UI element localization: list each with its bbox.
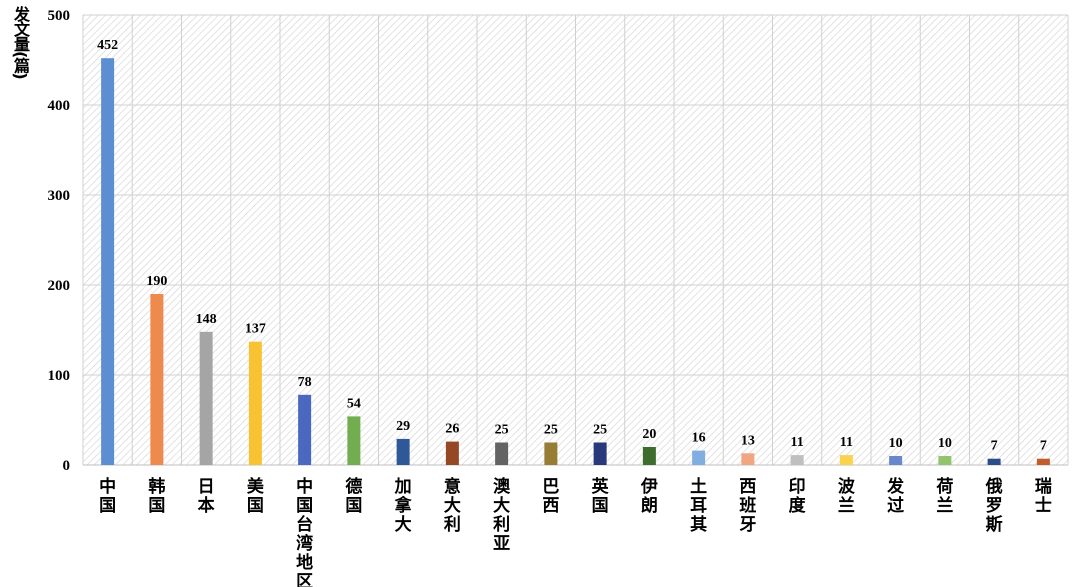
data-label: 13 [741, 433, 755, 448]
bar [692, 450, 706, 465]
x-tick-label: 俄罗斯 [985, 476, 1003, 535]
data-label: 452 [97, 38, 118, 53]
x-tick-label: 英国 [592, 476, 610, 516]
bar [495, 442, 509, 465]
bar [298, 394, 312, 465]
x-tick-label: 瑞士 [1035, 477, 1052, 516]
bar [839, 455, 853, 465]
data-label: 10 [938, 436, 952, 451]
bar [199, 331, 213, 465]
y-tick-label: 200 [48, 278, 71, 294]
bar [642, 447, 656, 465]
bar [1036, 458, 1050, 465]
data-label: 10 [889, 436, 903, 451]
data-label: 7 [1040, 439, 1047, 454]
data-label: 25 [544, 423, 558, 438]
bar [396, 438, 410, 465]
data-label: 20 [642, 427, 656, 442]
y-tick-label: 0 [63, 458, 71, 474]
x-tick-label: 发过 [886, 476, 905, 516]
data-label: 148 [196, 312, 217, 327]
bar [101, 58, 115, 465]
x-tick-label: 伊朗 [640, 476, 658, 516]
y-tick-label: 300 [48, 188, 71, 204]
data-label: 11 [791, 435, 804, 450]
data-label: 78 [298, 375, 312, 390]
data-label: 190 [146, 274, 167, 289]
x-tick-label: 意大利 [444, 476, 461, 535]
x-tick-label: 西班牙 [739, 477, 756, 535]
y-tick-label: 400 [48, 98, 71, 114]
x-tick-label: 德国 [345, 476, 362, 516]
bar [741, 453, 755, 465]
x-tick-label: 中国 [99, 476, 116, 516]
data-label: 7 [991, 439, 998, 454]
x-tick-label: 澳大利亚 [493, 476, 511, 554]
bar [544, 442, 558, 465]
bar [347, 416, 361, 465]
bar [150, 294, 164, 465]
x-tick-label: 中国台湾地区 [296, 476, 313, 587]
y-tick-label: 500 [48, 8, 71, 24]
bar [248, 341, 262, 465]
x-tick-label: 日本 [198, 477, 215, 516]
y-axis-title: 发文量(篇) [11, 6, 30, 79]
x-tick-label: 波兰 [838, 476, 856, 516]
bar [790, 455, 804, 465]
data-label: 54 [347, 396, 361, 411]
data-label: 11 [840, 435, 853, 450]
bar [987, 458, 1001, 465]
bar [938, 456, 952, 465]
x-tick-label: 美国 [247, 476, 265, 516]
y-tick-label: 100 [48, 368, 71, 384]
data-label: 29 [396, 419, 410, 434]
data-label: 137 [245, 322, 266, 337]
data-label: 25 [593, 423, 607, 438]
x-tick-label: 土耳其 [690, 476, 707, 535]
x-tick-label: 巴西 [542, 477, 559, 516]
x-tick-label: 荷兰 [936, 476, 953, 516]
data-label: 16 [692, 431, 706, 446]
data-label: 25 [495, 423, 509, 438]
bar [889, 456, 903, 465]
x-tick-label: 加拿大 [394, 477, 413, 535]
data-label: 26 [445, 422, 459, 437]
bar [445, 441, 459, 465]
bar [593, 442, 607, 465]
x-tick-label: 韩国 [148, 476, 165, 516]
x-tick-label: 印度 [789, 477, 807, 516]
